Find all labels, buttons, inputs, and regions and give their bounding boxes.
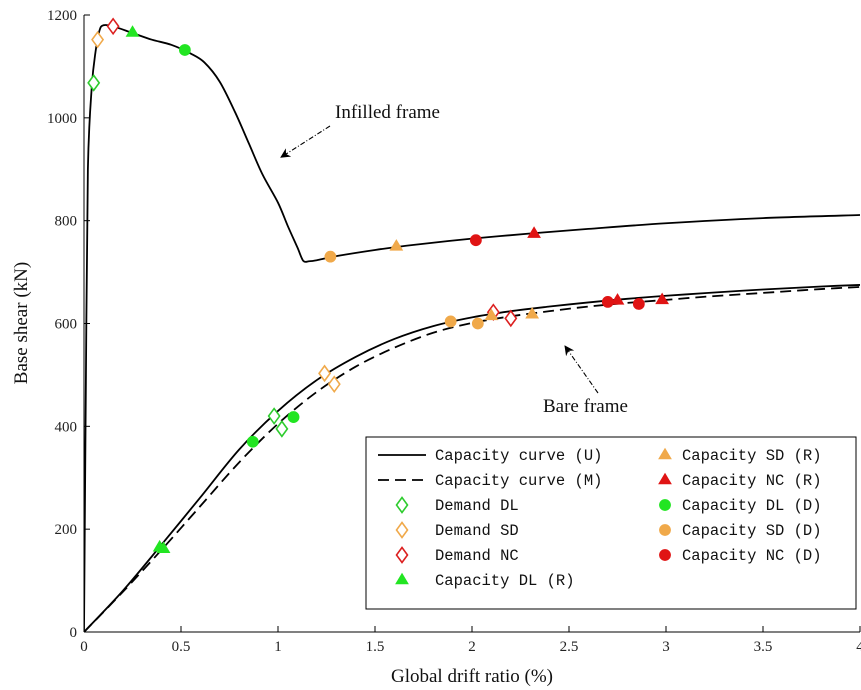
capacity-nc-r-marker: [610, 293, 625, 305]
x-tick-label: 2: [468, 639, 476, 655]
demand-dl-marker: [267, 407, 281, 425]
y-tick-label: 600: [55, 317, 78, 333]
y-tick-label: 400: [55, 419, 78, 435]
x-tick-label: 0: [80, 639, 88, 655]
x-tick-label: 3: [662, 639, 670, 655]
legend-label-capacity-curve-m: Capacity curve (M): [435, 472, 602, 490]
annotations: Infilled frame Bare frame: [280, 102, 628, 417]
demand-dl-marker: [87, 74, 101, 92]
capacity-dl-d-marker: [287, 411, 300, 423]
legend-key-demand-nc: [395, 546, 409, 564]
legend-label-demand-sd: Demand SD: [435, 522, 519, 540]
legend-label-capacity-sd-r: Capacity SD (R): [682, 447, 822, 465]
legend-key-capacity-dl-r: [395, 572, 409, 585]
y-tick-label: 800: [55, 214, 78, 230]
x-tick-label: 1.5: [366, 639, 385, 655]
x-tick-label: 3.5: [754, 639, 773, 655]
capacity-sd-r-marker: [389, 239, 404, 251]
demand-nc-marker: [504, 309, 518, 328]
legend-label-demand-nc: Demand NC: [435, 547, 519, 565]
demand-sd-marker: [91, 30, 105, 49]
legend-key-capacity-sd-r: [658, 447, 672, 460]
capacity-nc-r-marker: [527, 226, 541, 238]
capacity-sd-d-marker: [471, 317, 484, 330]
legend-box: [365, 436, 857, 610]
capacity-dl-d-marker: [246, 435, 259, 448]
x-axis-title: Global drift ratio (%): [391, 666, 553, 687]
capacity-nc-r-marker: [655, 292, 669, 305]
legend-label-capacity-sd-d: Capacity SD (D): [682, 522, 822, 540]
bare-frame-label: Bare frame: [543, 396, 628, 417]
legend-key-capacity-nc-d: [659, 549, 671, 561]
demand-dl-marker: [275, 420, 289, 438]
legend-key-demand-dl: [395, 496, 409, 514]
legend-key-capacity-dl-d: [659, 499, 671, 511]
bare-solid-capacity-curve: [84, 284, 860, 632]
y-tick-label: 0: [70, 625, 78, 641]
x-tick-label: 1: [274, 639, 282, 655]
y-tick-label: 1200: [47, 8, 77, 24]
data-markers: [87, 17, 669, 554]
capacity-nc-d-marker: [632, 298, 645, 310]
capacity-sd-r-marker: [484, 308, 499, 321]
x-tick-label: 0.5: [172, 639, 191, 655]
legend-label-capacity-curve-u: Capacity curve (U): [435, 447, 602, 465]
y-tick-label: 200: [55, 522, 78, 538]
x-tick-label: 4: [856, 639, 861, 655]
y-tick-label: 1000: [47, 111, 77, 127]
capacity-nc-d-marker: [469, 234, 482, 247]
demand-nc-marker: [106, 17, 120, 36]
infilled-frame-label: Infilled frame: [335, 102, 440, 123]
y-axis-title: Base shear (kN): [11, 262, 32, 384]
legend-key-capacity-sd-d: [659, 524, 671, 536]
capacity-sd-d-marker: [324, 250, 337, 263]
capacity-dl-d-marker: [178, 44, 191, 56]
legend: Capacity curve (U) Capacity curve (M) Dema…: [365, 436, 857, 610]
infilled-frame-arrow: [280, 125, 331, 158]
bare-dashed-capacity-curve: [84, 286, 860, 632]
capacity-sd-d-marker: [444, 315, 457, 328]
legend-label-capacity-dl-r: Capacity DL (R): [435, 572, 575, 590]
legend-label-demand-dl: Demand DL: [435, 497, 519, 515]
capacity-nc-d-marker: [601, 296, 614, 308]
capacity-dl-r-marker: [125, 25, 140, 37]
legend-key-capacity-nc-r: [658, 472, 672, 485]
legend-label-capacity-nc-r: Capacity NC (R): [682, 472, 822, 490]
x-tick-label: 2.5: [560, 639, 579, 655]
capacity-dl-r-marker: [156, 541, 171, 554]
bare-frame-arrow: [564, 345, 599, 394]
legend-key-demand-sd: [395, 521, 409, 539]
demand-sd-marker: [327, 375, 341, 394]
axes: 0 0.5 1 1.5 2 2.5 3 3.5 4 0 200 400 600 800 1000 1200: [47, 8, 861, 655]
legend-label-capacity-dl-d: Capacity DL (D): [682, 497, 822, 515]
capacity-sd-r-marker: [525, 306, 540, 319]
legend-label-capacity-nc-d: Capacity NC (D): [682, 547, 822, 565]
demand-sd-marker: [318, 364, 332, 383]
